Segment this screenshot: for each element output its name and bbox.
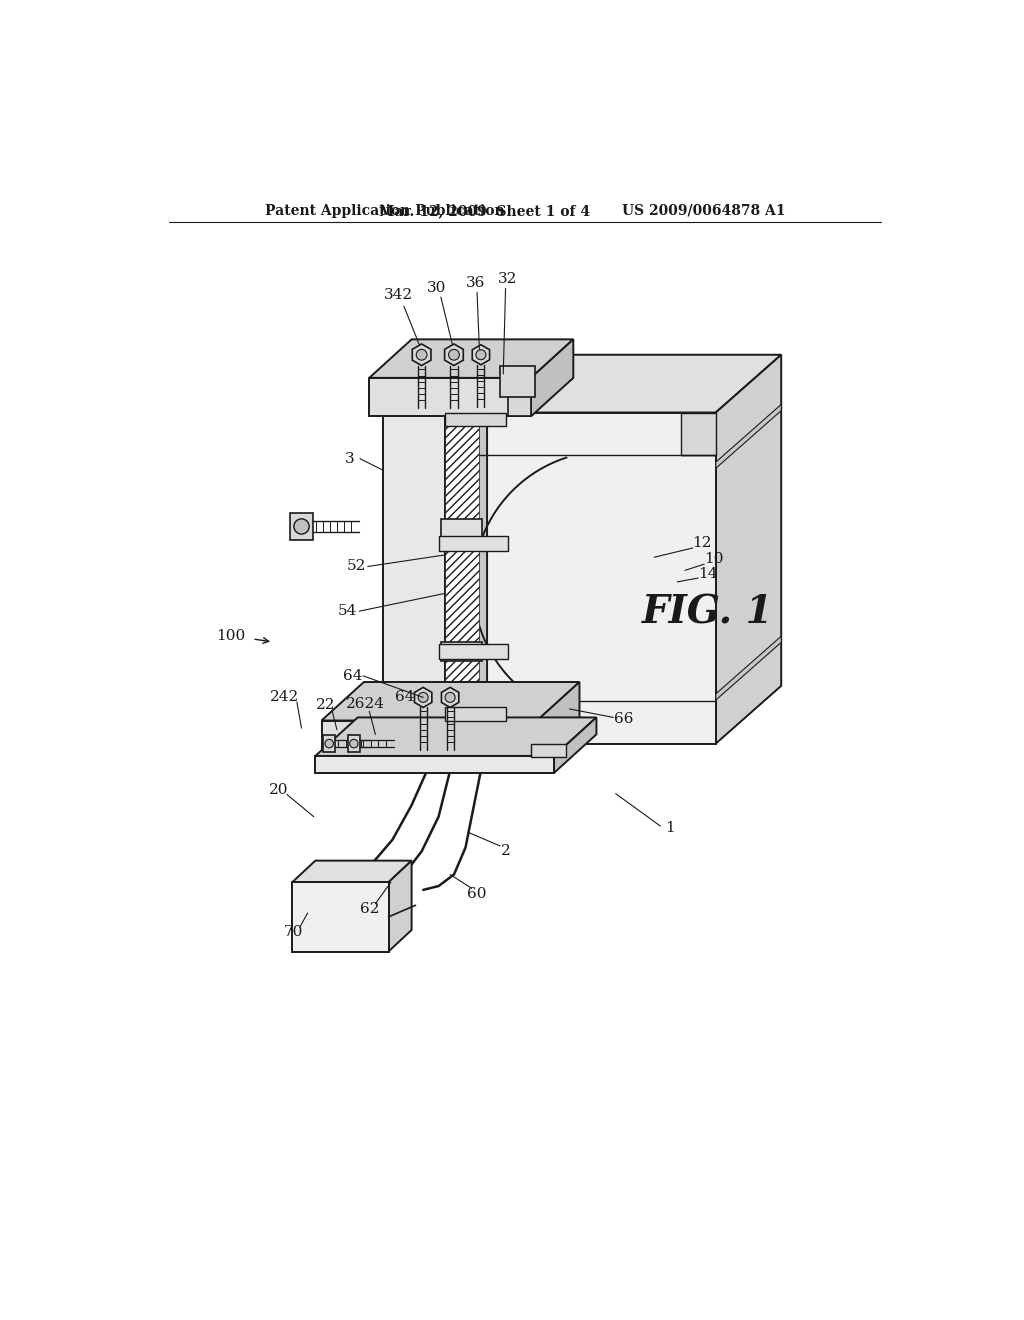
FancyBboxPatch shape — [370, 378, 531, 416]
Text: 22: 22 — [316, 698, 336, 711]
FancyBboxPatch shape — [444, 412, 506, 426]
Text: 32: 32 — [498, 272, 517, 286]
FancyBboxPatch shape — [681, 412, 716, 455]
Circle shape — [445, 693, 455, 702]
Polygon shape — [415, 688, 432, 708]
Text: 2624: 2624 — [346, 697, 385, 710]
Text: 66: 66 — [613, 711, 633, 726]
Polygon shape — [477, 355, 781, 412]
FancyBboxPatch shape — [441, 642, 482, 661]
Polygon shape — [383, 374, 487, 412]
FancyBboxPatch shape — [508, 378, 531, 416]
FancyBboxPatch shape — [324, 735, 335, 752]
Text: 64: 64 — [343, 669, 362, 682]
Text: 36: 36 — [466, 276, 485, 290]
FancyBboxPatch shape — [444, 412, 478, 743]
FancyBboxPatch shape — [441, 697, 482, 717]
Polygon shape — [716, 355, 781, 743]
Text: 1: 1 — [665, 821, 675, 836]
Circle shape — [294, 519, 309, 535]
FancyBboxPatch shape — [531, 743, 565, 758]
Text: 64: 64 — [395, 690, 415, 705]
Polygon shape — [370, 339, 573, 378]
Polygon shape — [531, 339, 573, 416]
Text: 342: 342 — [384, 289, 413, 302]
Circle shape — [449, 350, 460, 360]
Polygon shape — [388, 861, 412, 952]
FancyBboxPatch shape — [348, 735, 359, 752]
Text: 3: 3 — [345, 451, 355, 466]
Text: Mar. 12, 2009  Sheet 1 of 4: Mar. 12, 2009 Sheet 1 of 4 — [379, 203, 590, 218]
Circle shape — [416, 350, 427, 360]
Text: FIG. 1: FIG. 1 — [642, 594, 774, 632]
Polygon shape — [472, 345, 489, 364]
Text: 100: 100 — [216, 628, 246, 643]
Text: 60: 60 — [467, 887, 486, 900]
Polygon shape — [538, 682, 580, 759]
FancyBboxPatch shape — [322, 721, 538, 759]
Polygon shape — [315, 718, 596, 756]
FancyBboxPatch shape — [477, 412, 716, 743]
Polygon shape — [444, 374, 487, 743]
Polygon shape — [554, 718, 596, 774]
FancyBboxPatch shape — [438, 644, 508, 659]
Text: 12: 12 — [692, 536, 712, 550]
Polygon shape — [322, 682, 580, 721]
FancyBboxPatch shape — [444, 708, 506, 721]
Polygon shape — [441, 688, 459, 708]
Text: 2: 2 — [501, 845, 510, 858]
Circle shape — [418, 693, 428, 702]
Text: 52: 52 — [346, 560, 366, 573]
FancyBboxPatch shape — [500, 367, 535, 397]
Circle shape — [476, 350, 486, 360]
FancyBboxPatch shape — [438, 536, 508, 552]
Circle shape — [349, 739, 358, 748]
FancyBboxPatch shape — [292, 882, 388, 952]
FancyBboxPatch shape — [291, 512, 312, 540]
FancyBboxPatch shape — [315, 756, 554, 774]
Text: 54: 54 — [338, 605, 357, 618]
FancyBboxPatch shape — [383, 412, 444, 743]
Polygon shape — [716, 636, 781, 700]
Polygon shape — [413, 345, 431, 366]
Text: 14: 14 — [698, 568, 718, 581]
Polygon shape — [716, 404, 781, 469]
Polygon shape — [444, 345, 463, 366]
Text: 20: 20 — [269, 783, 289, 797]
Circle shape — [325, 739, 334, 748]
Polygon shape — [292, 861, 412, 882]
Text: 70: 70 — [284, 925, 303, 940]
Text: Patent Application Publication: Patent Application Publication — [265, 203, 505, 218]
Text: 242: 242 — [270, 690, 299, 705]
FancyBboxPatch shape — [441, 519, 482, 539]
Text: US 2009/0064878 A1: US 2009/0064878 A1 — [622, 203, 785, 218]
Text: 10: 10 — [705, 552, 724, 566]
Text: 62: 62 — [359, 902, 379, 916]
Text: 30: 30 — [427, 281, 446, 294]
